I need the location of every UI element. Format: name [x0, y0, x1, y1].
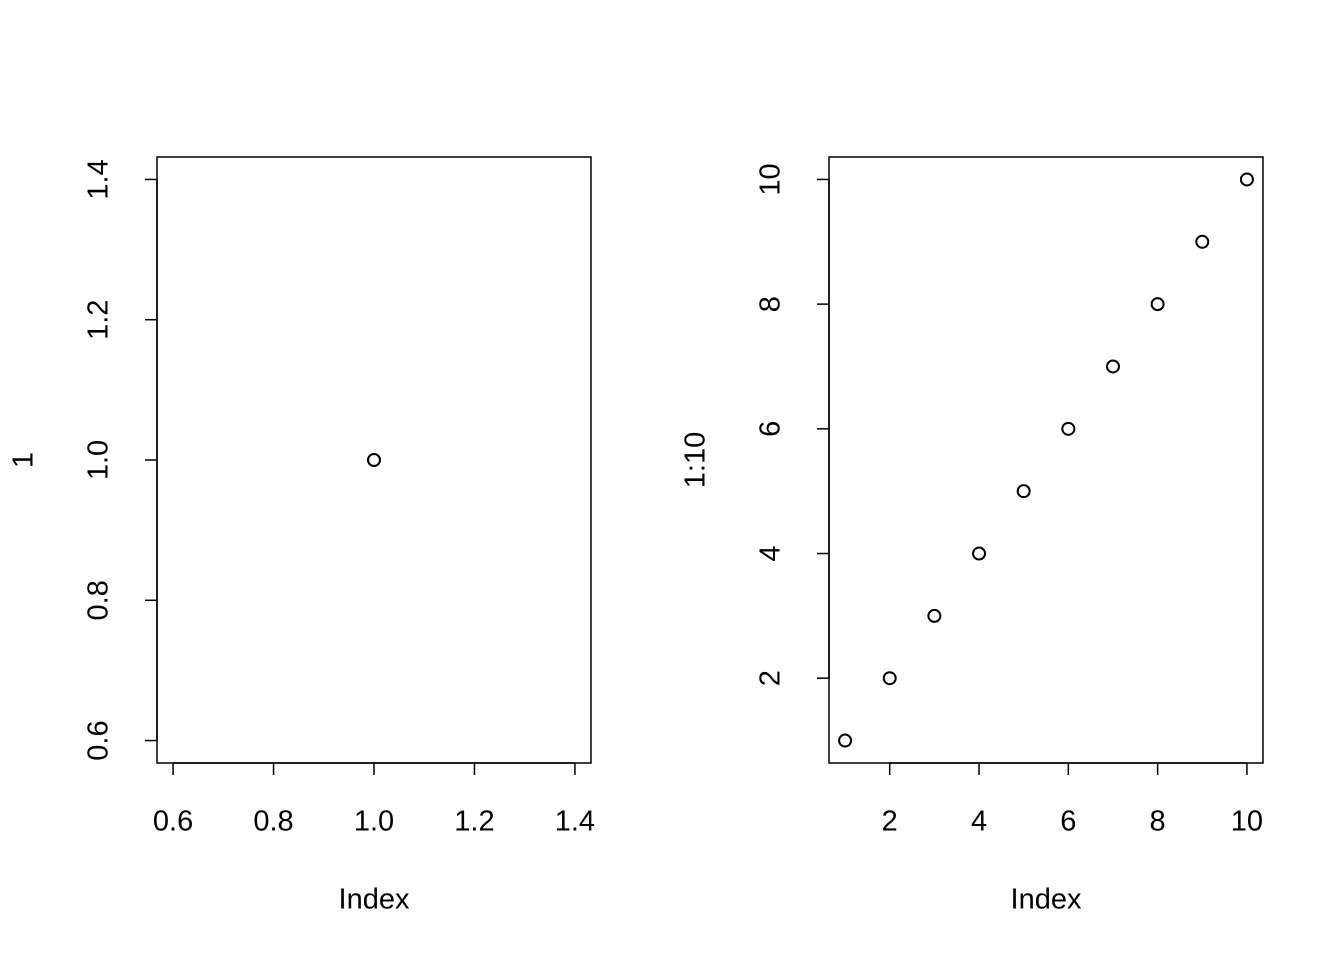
- y-axis-label: 1:10: [680, 432, 712, 488]
- point: [882, 671, 897, 686]
- x-tick-label: 10: [1231, 806, 1263, 838]
- point: [1061, 421, 1076, 436]
- point: [972, 546, 987, 561]
- x-tick-label: 2: [882, 806, 898, 838]
- y-tick-label: 6: [755, 421, 787, 437]
- y-tick-label: 2: [755, 670, 787, 686]
- x-tick-label: 1.2: [454, 806, 494, 838]
- y-tick-label: 1.4: [83, 159, 115, 199]
- plot-frame: [156, 156, 592, 764]
- x-tick-label: 4: [971, 806, 987, 838]
- point: [838, 733, 853, 748]
- y-axis-label: 1: [8, 452, 40, 468]
- x-axis-label: Index: [339, 884, 410, 916]
- y-tick-label: 1.0: [83, 440, 115, 480]
- y-tick-label: 0.6: [83, 720, 115, 760]
- point: [367, 453, 381, 467]
- point: [1016, 484, 1031, 499]
- y-tick-label: 1.2: [83, 300, 115, 340]
- x-tick-label: 1.0: [354, 806, 394, 838]
- point: [1105, 359, 1120, 374]
- point: [1150, 297, 1165, 312]
- y-tick-label: 8: [755, 296, 787, 312]
- point: [1239, 172, 1254, 187]
- x-axis-label: Index: [1011, 884, 1082, 916]
- x-tick-label: 8: [1150, 806, 1166, 838]
- y-tick-label: 10: [755, 163, 787, 195]
- x-tick-label: 6: [1060, 806, 1076, 838]
- y-tick-label: 0.8: [83, 580, 115, 620]
- point: [927, 608, 942, 623]
- point: [1195, 234, 1210, 249]
- x-tick-label: 0.6: [153, 806, 193, 838]
- x-tick-label: 0.8: [253, 806, 293, 838]
- x-tick-label: 1.4: [555, 806, 595, 838]
- plot-frame: [828, 156, 1264, 764]
- y-tick-label: 4: [755, 545, 787, 561]
